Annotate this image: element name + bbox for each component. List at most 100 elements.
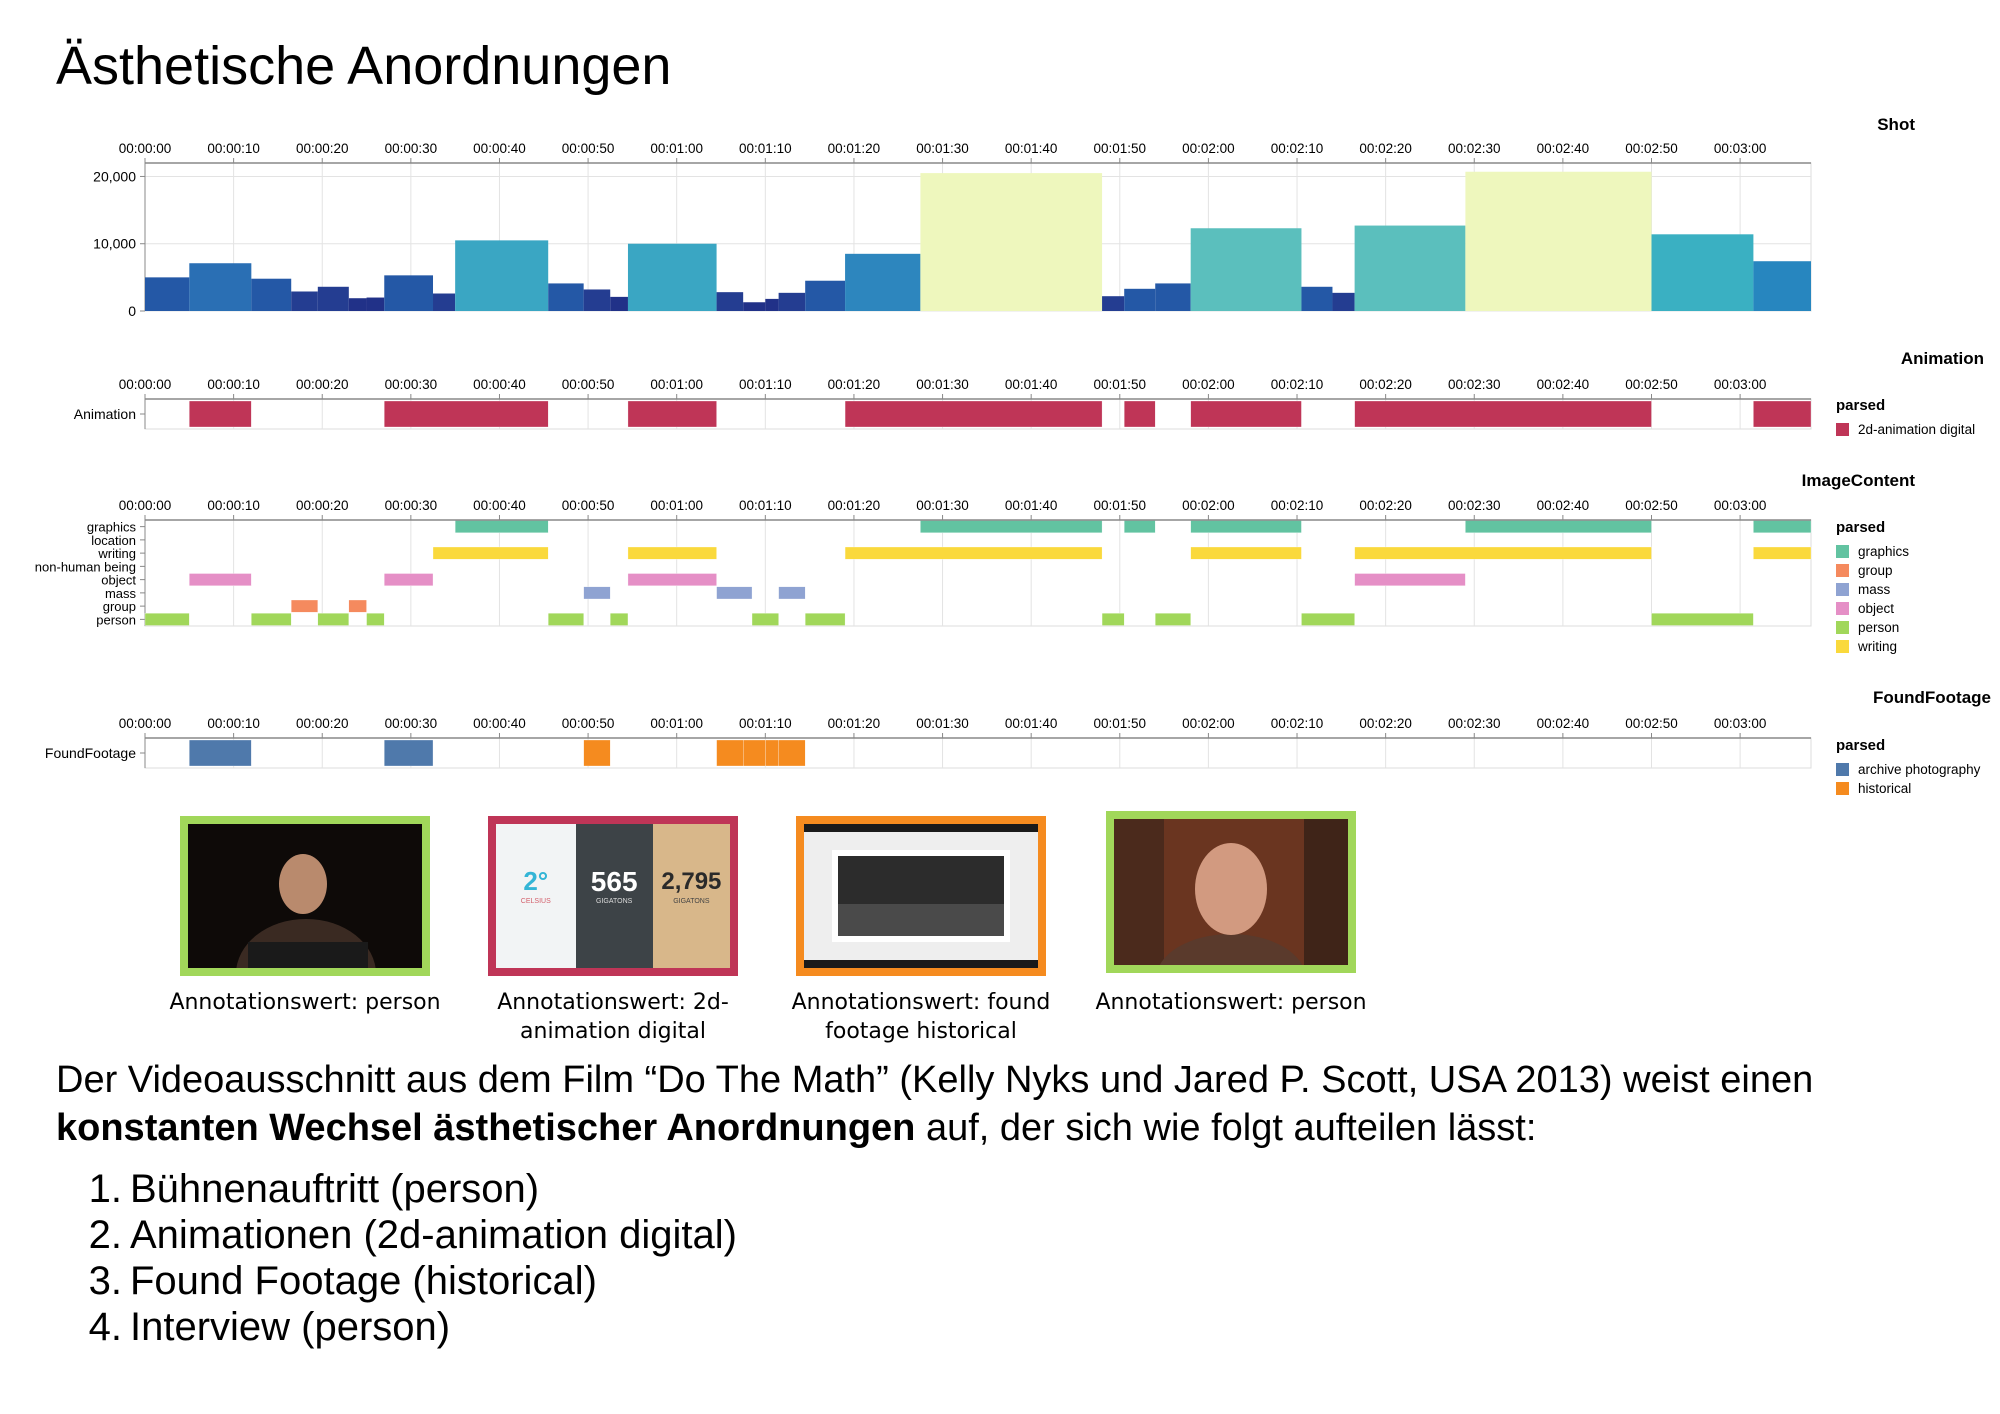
image-content-segment (610, 613, 629, 626)
image-content-segment (751, 613, 779, 626)
image-content-segment (805, 613, 846, 626)
animation-tick-label: 00:01:00 (650, 377, 703, 392)
image-content-tick-label: 00:02:20 (1359, 498, 1412, 513)
found-footage-tick-label: 00:01:50 (1094, 716, 1147, 731)
image-content-row-label: graphics (87, 520, 137, 535)
image-content-segment (348, 599, 367, 613)
thumbnail-animation: 2° CELSIUS 565 GIGATONS 2,795 GIGATONS (488, 816, 738, 976)
shot-tick-label: 00:02:00 (1182, 141, 1235, 156)
image-content-segment (455, 520, 549, 533)
image-content-tick-label: 00:00:30 (385, 498, 438, 513)
shot-bar (1753, 261, 1811, 311)
shot-bar (189, 263, 252, 311)
found-footage-tick-label: 00:02:30 (1448, 716, 1501, 731)
shot-tick-label: 00:00:20 (296, 141, 349, 156)
shot-bar (845, 253, 921, 311)
image-content-tick-label: 00:01:40 (1005, 498, 1058, 513)
shot-tick-label: 00:02:10 (1271, 141, 1324, 156)
image-content-tick-label: 00:00:40 (473, 498, 526, 513)
found-footage-segment (778, 739, 806, 767)
image-content-segment (716, 586, 753, 600)
image-content-chart-title: ImageContent (1802, 471, 1916, 490)
thumbnail-interview (1106, 811, 1356, 973)
animation-tick-label: 00:01:30 (916, 377, 969, 392)
step-item: 4. Interview (person) (86, 1304, 737, 1350)
animation-tick-label: 00:03:00 (1714, 377, 1767, 392)
animation-tick-label: 00:02:30 (1448, 377, 1501, 392)
image-content-segment (1101, 613, 1125, 626)
shot-bar (610, 296, 628, 311)
image-content-segment (627, 546, 717, 560)
image-content-segment (1465, 520, 1652, 533)
animation-tick-label: 00:01:50 (1094, 377, 1147, 392)
image-content-segment (1301, 613, 1355, 626)
found-footage-legend-label: archive photography (1858, 762, 1981, 777)
image-content-segment (1753, 546, 1812, 560)
shot-bar (1354, 225, 1466, 311)
image-content-segment (1753, 520, 1812, 533)
animation-legend-swatch (1836, 423, 1849, 436)
shot-tick-label: 00:02:20 (1359, 141, 1412, 156)
image-content-segment (384, 573, 434, 586)
animation-tick-label: 00:00:10 (207, 377, 260, 392)
thumbnail-caption-2: Annotationswert: 2d-animation digital (497, 990, 729, 1044)
gigatons-2795-value: 2,795 (661, 868, 722, 895)
shot-tick-label: 00:03:00 (1714, 141, 1767, 156)
animation-tick-label: 00:02:20 (1359, 377, 1412, 392)
image-content-segment (189, 573, 252, 586)
found-footage-tick-label: 00:01:10 (739, 716, 792, 731)
image-content-legend-label: group (1858, 563, 1893, 578)
animation-segment (1190, 400, 1302, 428)
shot-bar (291, 291, 318, 311)
panel-celsius: 2° CELSIUS (496, 824, 576, 968)
found-footage-segment (765, 739, 779, 767)
found-footage-tick-label: 00:00:10 (207, 716, 260, 731)
celsius-value: 2° (523, 866, 549, 896)
animation-segment (1124, 400, 1156, 428)
description-text-1: Der Videoausschnitt aus dem Film “Do The… (56, 1059, 1814, 1101)
shot-bar (548, 283, 584, 311)
found-footage-tick-label: 00:03:00 (1714, 716, 1767, 731)
shot-y-tick-label: 10,000 (93, 236, 136, 252)
image-content-legend-label: mass (1858, 582, 1891, 597)
image-content-legend-label: writing (1857, 639, 1897, 654)
image-content-row-label: location (91, 533, 136, 548)
animation-segment (189, 400, 252, 428)
animation-tick-label: 00:02:50 (1625, 377, 1678, 392)
image-content-segment (251, 613, 292, 626)
found-footage-tick-label: 00:02:00 (1182, 716, 1235, 731)
found-footage-tick-label: 00:02:40 (1537, 716, 1590, 731)
image-content-segment (291, 599, 318, 613)
found-footage-legend-swatch (1836, 782, 1849, 795)
thumbnail-caption-4: Annotationswert: person (1095, 990, 1367, 1015)
image-content-segment (366, 613, 385, 626)
step-text: Interview (person) (130, 1305, 451, 1349)
step-item: 2. Animationen (2d-animation digital) (86, 1212, 737, 1258)
image-content-legend-swatch (1836, 583, 1849, 596)
image-content-legend-swatch (1836, 621, 1849, 634)
image-content-tick-label: 00:01:00 (650, 498, 703, 513)
image-content-segment (548, 613, 584, 626)
panel-gigatons-2795: 2,795 GIGATONS (652, 824, 730, 968)
shot-bar (583, 289, 611, 311)
step-number: 3. (88, 1259, 122, 1303)
step-number: 2. (88, 1213, 122, 1257)
step-text: Animationen (2d-animation digital) (130, 1213, 737, 1257)
image-content-tick-label: 00:00:50 (562, 498, 615, 513)
image-content-segment (778, 586, 806, 600)
thumbnail-found-footage (796, 816, 1046, 976)
found-footage-tick-label: 00:01:40 (1005, 716, 1058, 731)
animation-tick-label: 00:00:50 (562, 377, 615, 392)
shot-bar (433, 293, 456, 311)
thumbnail-caption-1: Annotationswert: person (169, 990, 441, 1015)
step-number: 1. (88, 1167, 122, 1211)
gigatons-565-label: GIGATONS (596, 898, 633, 905)
shot-bar (1651, 234, 1754, 311)
shot-bar (743, 302, 766, 311)
found-footage-tick-label: 00:01:00 (650, 716, 703, 731)
animation-chart-title: Animation (1901, 349, 1984, 368)
image-content-row-label: group (103, 599, 136, 614)
shot-bar (920, 173, 1103, 311)
found-footage-tick-label: 00:00:40 (473, 716, 526, 731)
shot-tick-label: 00:00:00 (119, 141, 172, 156)
